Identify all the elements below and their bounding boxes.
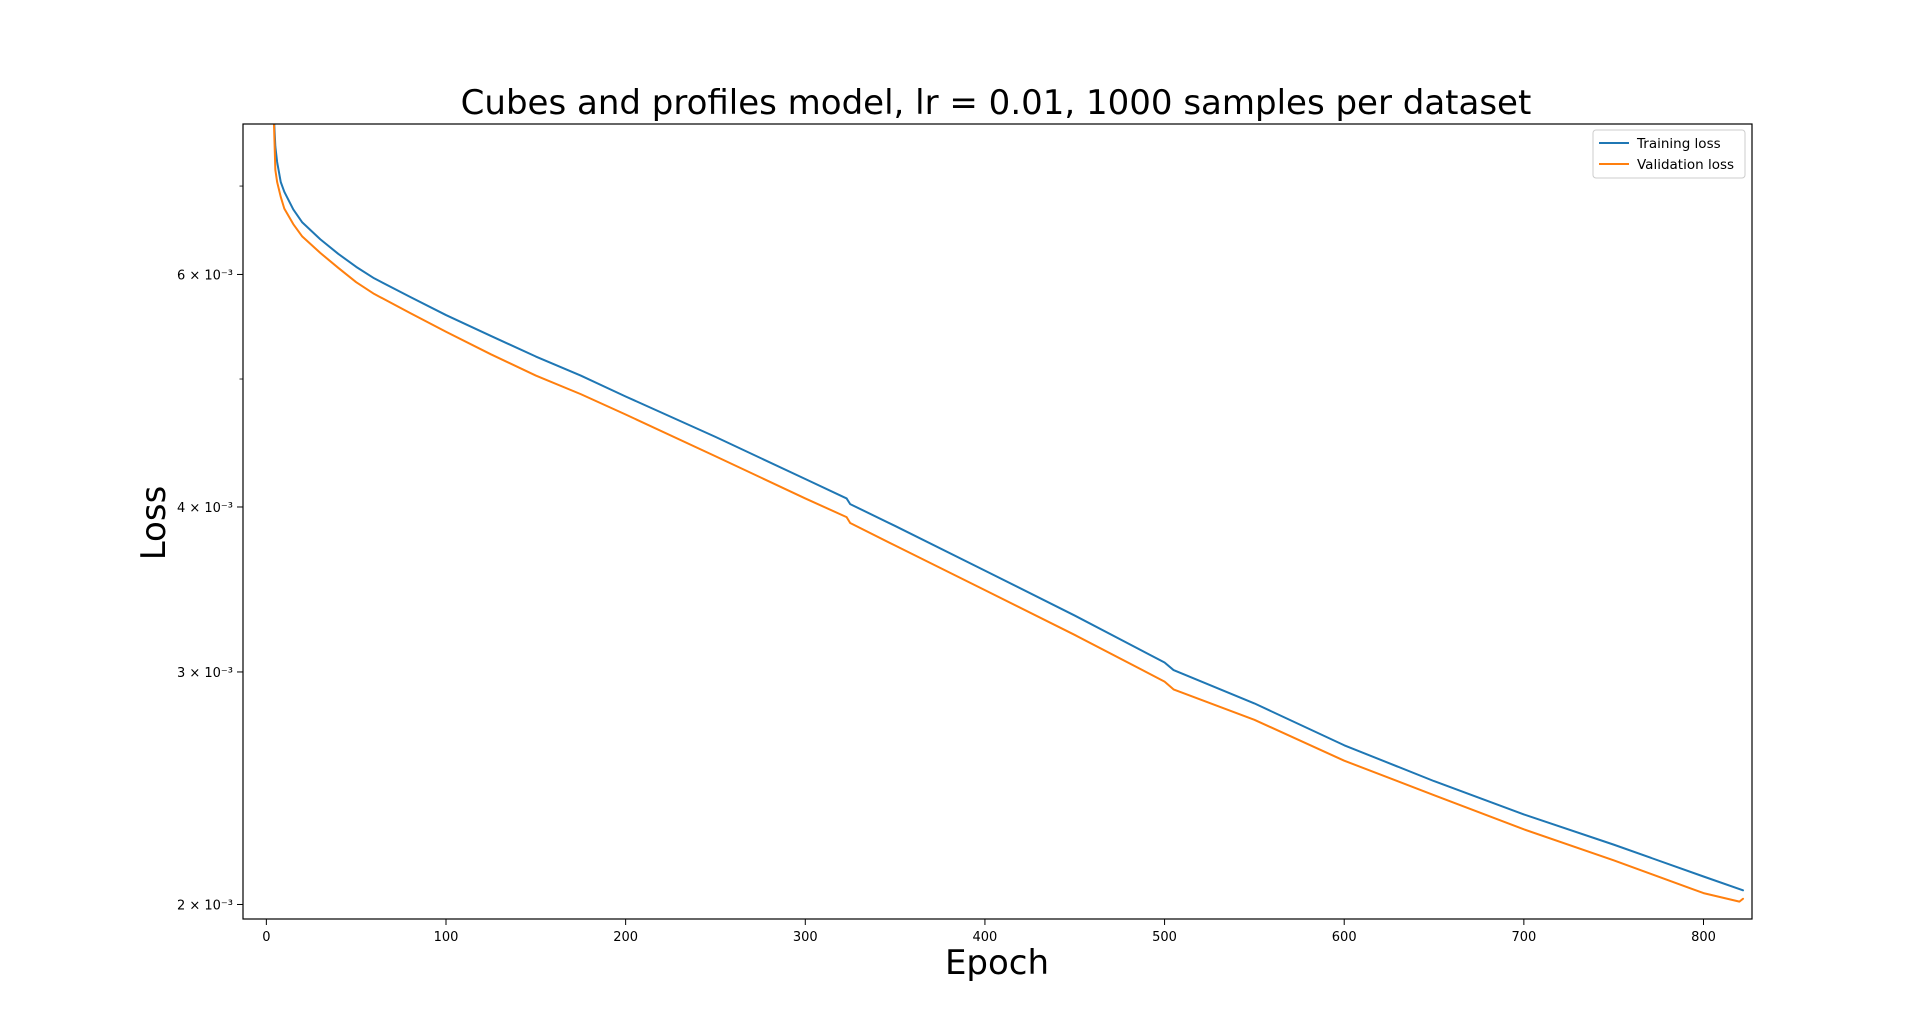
x-tick-label: 600 xyxy=(1332,930,1357,945)
series-line-training-loss xyxy=(273,124,1745,892)
legend: Training loss Validation loss xyxy=(1592,129,1746,179)
x-tick-label: 300 xyxy=(793,930,818,945)
chart-title: Cubes and profiles model, lr = 0.01, 100… xyxy=(461,83,1532,123)
x-axis: 0 100 200 300 400 500 600 700 800 xyxy=(262,919,1716,945)
y-tick-label: 3 × 10⁻³ xyxy=(177,666,233,681)
series-layer xyxy=(272,124,1745,903)
x-tick-label: 200 xyxy=(613,930,638,945)
x-axis-label: Epoch xyxy=(945,943,1049,983)
y-axis-label: Loss xyxy=(134,486,174,561)
legend-label-training-loss: Training loss xyxy=(1636,136,1721,152)
x-tick-label: 100 xyxy=(434,930,459,945)
plot-area-frame xyxy=(242,123,1753,920)
series-line-validation-loss xyxy=(272,124,1745,903)
y-tick-label: 6 × 10⁻³ xyxy=(177,268,233,283)
x-tick-label: 0 xyxy=(262,930,270,945)
x-tick-label: 500 xyxy=(1152,930,1177,945)
x-tick-label: 800 xyxy=(1691,930,1716,945)
y-tick-label: 4 × 10⁻³ xyxy=(177,501,233,516)
x-tick-label: 700 xyxy=(1511,930,1536,945)
legend-box xyxy=(1592,129,1746,179)
legend-label-validation-loss: Validation loss xyxy=(1637,157,1734,173)
x-tick-label: 400 xyxy=(973,930,998,945)
y-axis: 2 × 10⁻³ 3 × 10⁻³ 4 × 10⁻³ 6 × 10⁻³ xyxy=(177,185,243,913)
y-tick-label: 2 × 10⁻³ xyxy=(177,898,233,913)
